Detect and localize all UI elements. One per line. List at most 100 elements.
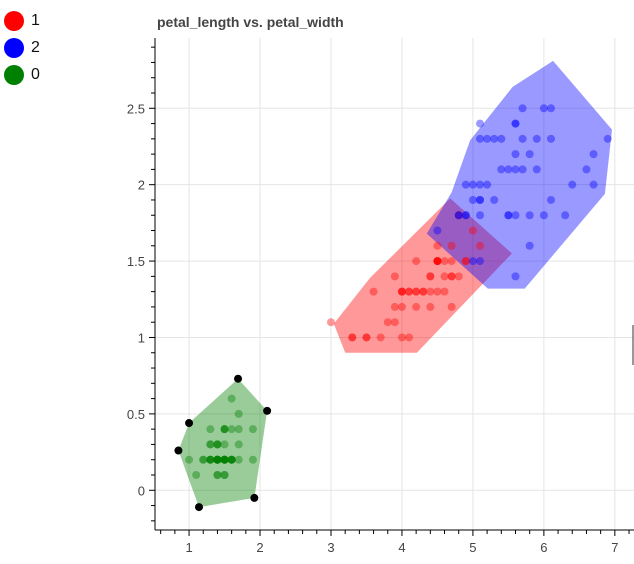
- point-2: [504, 211, 513, 220]
- point-0: [206, 425, 215, 434]
- y-tick-label: 0: [138, 483, 145, 498]
- hull-2: [426, 60, 613, 289]
- point-0: [220, 455, 229, 464]
- point-2: [582, 165, 591, 174]
- point-1: [397, 287, 406, 296]
- point-1: [433, 257, 442, 266]
- point-1: [348, 333, 357, 342]
- point-0: [248, 425, 257, 434]
- point-1: [433, 287, 442, 296]
- point-2: [518, 165, 527, 174]
- point-2: [433, 226, 442, 235]
- points: [174, 104, 612, 512]
- point-2: [483, 134, 492, 143]
- point-2: [476, 119, 485, 128]
- legend-item-0[interactable]: 0: [4, 61, 40, 88]
- point-2: [525, 211, 534, 220]
- point-1: [405, 287, 414, 296]
- legend-swatch: [4, 10, 24, 31]
- point-1: [369, 287, 378, 296]
- grid: [155, 38, 634, 530]
- point-0: [220, 455, 229, 464]
- point-1: [376, 333, 385, 342]
- point-0: [227, 455, 236, 464]
- point-2: [518, 104, 527, 113]
- point-0: [227, 455, 236, 464]
- point-0: [234, 425, 243, 434]
- point-0: [227, 455, 236, 464]
- x-tick-label: 7: [611, 540, 618, 555]
- point-1: [397, 333, 406, 342]
- point-0: [213, 470, 222, 479]
- point-0: [213, 470, 222, 479]
- point-0: [227, 394, 236, 403]
- point-2: [504, 211, 513, 220]
- hulls: [178, 60, 613, 508]
- point-0: [220, 455, 229, 464]
- point-1: [447, 272, 456, 281]
- point-0: [227, 455, 236, 464]
- point-0: [248, 455, 257, 464]
- point-0: [220, 425, 229, 434]
- point-0: [206, 455, 215, 464]
- point-1: [468, 226, 477, 235]
- point-2: [476, 195, 485, 204]
- point-0: [199, 455, 208, 464]
- point-1: [426, 272, 435, 281]
- point-1: [440, 287, 449, 296]
- point-0: [220, 470, 229, 479]
- point-1: [397, 287, 406, 296]
- x-tick-label: 6: [540, 540, 547, 555]
- legend-swatch: [4, 64, 24, 85]
- point-2: [603, 134, 612, 143]
- point-1: [383, 318, 392, 327]
- x-tick-label: 2: [256, 540, 263, 555]
- point-0: [206, 455, 215, 464]
- hull-vertex: [185, 419, 194, 428]
- point-1: [447, 302, 456, 311]
- legend-label: 2: [31, 38, 40, 56]
- point-2: [476, 134, 485, 143]
- point-1: [405, 333, 414, 342]
- point-1: [447, 257, 456, 266]
- point-0: [206, 455, 215, 464]
- point-2: [497, 134, 506, 143]
- point-2: [546, 195, 555, 204]
- point-0: [199, 455, 208, 464]
- point-0: [220, 455, 229, 464]
- point-2: [511, 119, 520, 128]
- point-2: [546, 104, 555, 113]
- x-tick-label: 5: [469, 540, 476, 555]
- point-0: [234, 409, 243, 418]
- hull-vertex: [234, 374, 243, 383]
- point-2: [539, 104, 548, 113]
- point-0: [234, 440, 243, 449]
- point-0: [220, 425, 229, 434]
- point-2: [483, 180, 492, 189]
- point-1: [426, 287, 435, 296]
- hull-1: [333, 198, 512, 353]
- point-1: [397, 302, 406, 311]
- point-1: [405, 287, 414, 296]
- hull-vertex: [174, 446, 183, 455]
- point-2: [511, 165, 520, 174]
- point-0: [213, 455, 222, 464]
- legend-item-1[interactable]: 1: [4, 7, 40, 34]
- y-tick-label: 2: [138, 178, 145, 193]
- point-1: [433, 257, 442, 266]
- point-1: [440, 257, 449, 266]
- point-2: [497, 165, 506, 174]
- point-2: [461, 180, 470, 189]
- point-2: [511, 119, 520, 128]
- point-0: [213, 455, 222, 464]
- point-1: [412, 257, 421, 266]
- point-2: [490, 134, 499, 143]
- point-1: [433, 257, 442, 266]
- point-0: [185, 455, 194, 464]
- point-1: [390, 302, 399, 311]
- y-tick-label: 1: [138, 330, 145, 345]
- legend-item-2[interactable]: 2: [4, 34, 40, 61]
- point-0: [192, 470, 201, 479]
- point-2: [468, 257, 477, 266]
- axes: 1 2 3 4 5 6 7 0 0.5 1 1.5 2 2.5: [127, 38, 634, 555]
